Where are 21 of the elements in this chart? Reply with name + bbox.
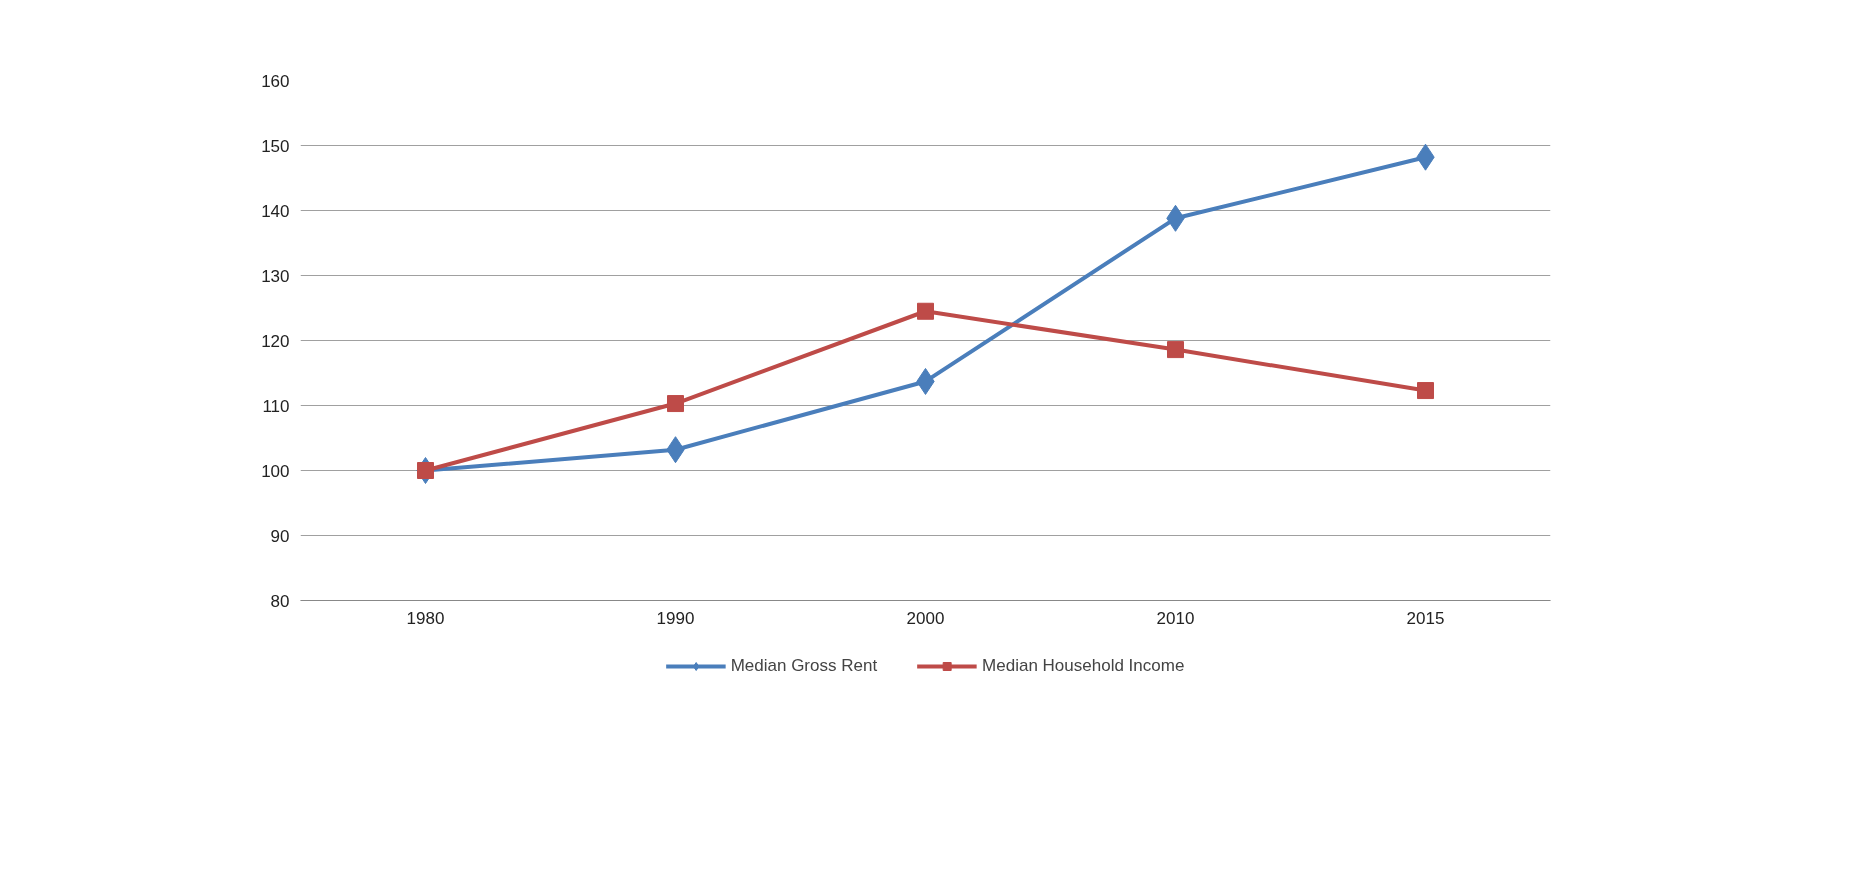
y-tick-label: 110 (262, 396, 290, 416)
x-tick-label: 1990 (656, 608, 695, 628)
point (417, 462, 434, 479)
point (917, 302, 934, 320)
point (667, 395, 684, 413)
y-tick-label: 90 (270, 526, 290, 546)
point (1167, 341, 1184, 359)
y-tick-label: 130 (261, 266, 290, 286)
y-tick-label: 150 (261, 136, 290, 156)
legend-label: Median Gross Rent (730, 656, 878, 676)
point (1417, 382, 1434, 400)
y-tick-label: 80 (270, 591, 290, 611)
y-tick-label: 140 (261, 201, 290, 221)
x-tick-label: 2000 (906, 608, 945, 628)
x-tick-label: 2015 (1406, 608, 1445, 628)
x-tick-label: 2010 (1156, 608, 1195, 628)
y-tick-label: 100 (261, 461, 290, 481)
y-tick-label: 160 (261, 71, 290, 91)
y-tick-label: 120 (261, 331, 290, 351)
legend-label: Median Household Income (982, 656, 1185, 676)
x-tick-label: 1980 (406, 608, 445, 628)
